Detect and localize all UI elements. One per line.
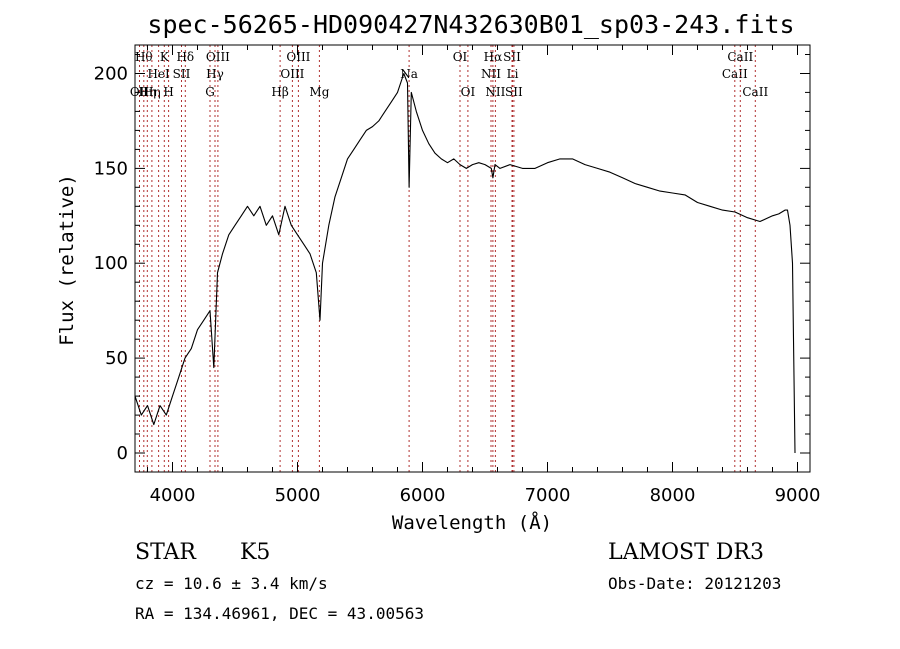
line-label: Hγ bbox=[206, 67, 224, 81]
line-label: SII bbox=[505, 85, 523, 99]
line-label: Hβ bbox=[271, 85, 288, 99]
y-tick-label: 50 bbox=[105, 348, 128, 369]
line-label: OI bbox=[453, 50, 468, 64]
line-label: H bbox=[163, 85, 173, 99]
y-axis-label: Flux (relative) bbox=[56, 174, 78, 346]
line-label: CaII bbox=[727, 50, 753, 64]
line-label: OIII bbox=[206, 50, 230, 64]
y-tick-label: 100 bbox=[94, 253, 128, 274]
line-label: OI bbox=[461, 85, 476, 99]
x-tick-label: 4000 bbox=[150, 485, 196, 506]
x-tick-label: 7000 bbox=[525, 485, 571, 506]
line-label: Na bbox=[400, 67, 418, 81]
survey-name: LAMOST DR3 bbox=[608, 540, 764, 565]
line-label: HeI bbox=[147, 67, 170, 81]
line-label: Hθ bbox=[135, 50, 153, 64]
y-axis: 0 50 100 150 200 bbox=[94, 54, 810, 464]
spectrum-series bbox=[134, 72, 796, 454]
x-axis-label: Wavelength (Å) bbox=[392, 511, 552, 534]
x-tick-label: 9000 bbox=[775, 485, 821, 506]
line-label: CaII bbox=[722, 67, 748, 81]
plot-frame bbox=[134, 44, 811, 473]
subclass: K5 bbox=[240, 540, 270, 565]
line-label: Li bbox=[507, 67, 519, 81]
redshift: cz = 10.6 ± 3.4 km/s bbox=[135, 574, 328, 593]
line-label: CaII bbox=[742, 85, 768, 99]
y-tick-label: 0 bbox=[117, 443, 128, 464]
line-label: Mg bbox=[309, 85, 329, 99]
y-tick-label: 150 bbox=[94, 158, 128, 179]
coordinates: RA = 134.46961, DEC = 43.00563 bbox=[135, 604, 424, 623]
x-tick-label: 8000 bbox=[650, 485, 696, 506]
line-label: G bbox=[205, 85, 215, 99]
x-tick-label: 6000 bbox=[400, 485, 446, 506]
spectral-line-markers: OIIHθHηHηHeIKHSIIHδGHγOIIIHβOIIIOIIIMgNa… bbox=[130, 45, 768, 472]
object-class: STAR bbox=[135, 540, 197, 565]
footer-info: STAR K5 LAMOST DR3 cz = 10.6 ± 3.4 km/s … bbox=[135, 540, 781, 623]
obs-date: Obs-Date: 20121203 bbox=[608, 574, 781, 593]
line-label: NII bbox=[485, 85, 505, 99]
line-label: Hη bbox=[143, 85, 161, 99]
line-label: OIII bbox=[286, 50, 310, 64]
line-label: Hδ bbox=[176, 50, 194, 64]
line-label: Hα bbox=[484, 50, 503, 64]
y-tick-label: 200 bbox=[94, 64, 128, 85]
x-tick-label: 5000 bbox=[275, 485, 321, 506]
line-label: K bbox=[160, 50, 170, 64]
spectrum-line bbox=[134, 72, 796, 454]
line-label: NII bbox=[481, 67, 501, 81]
line-label: OIII bbox=[280, 67, 304, 81]
x-axis: 4000 5000 6000 7000 8000 9000 bbox=[147, 45, 821, 506]
line-label: SII bbox=[173, 67, 191, 81]
chart-title: spec-56265-HD090427N432630B01_sp03-243.f… bbox=[147, 10, 794, 39]
